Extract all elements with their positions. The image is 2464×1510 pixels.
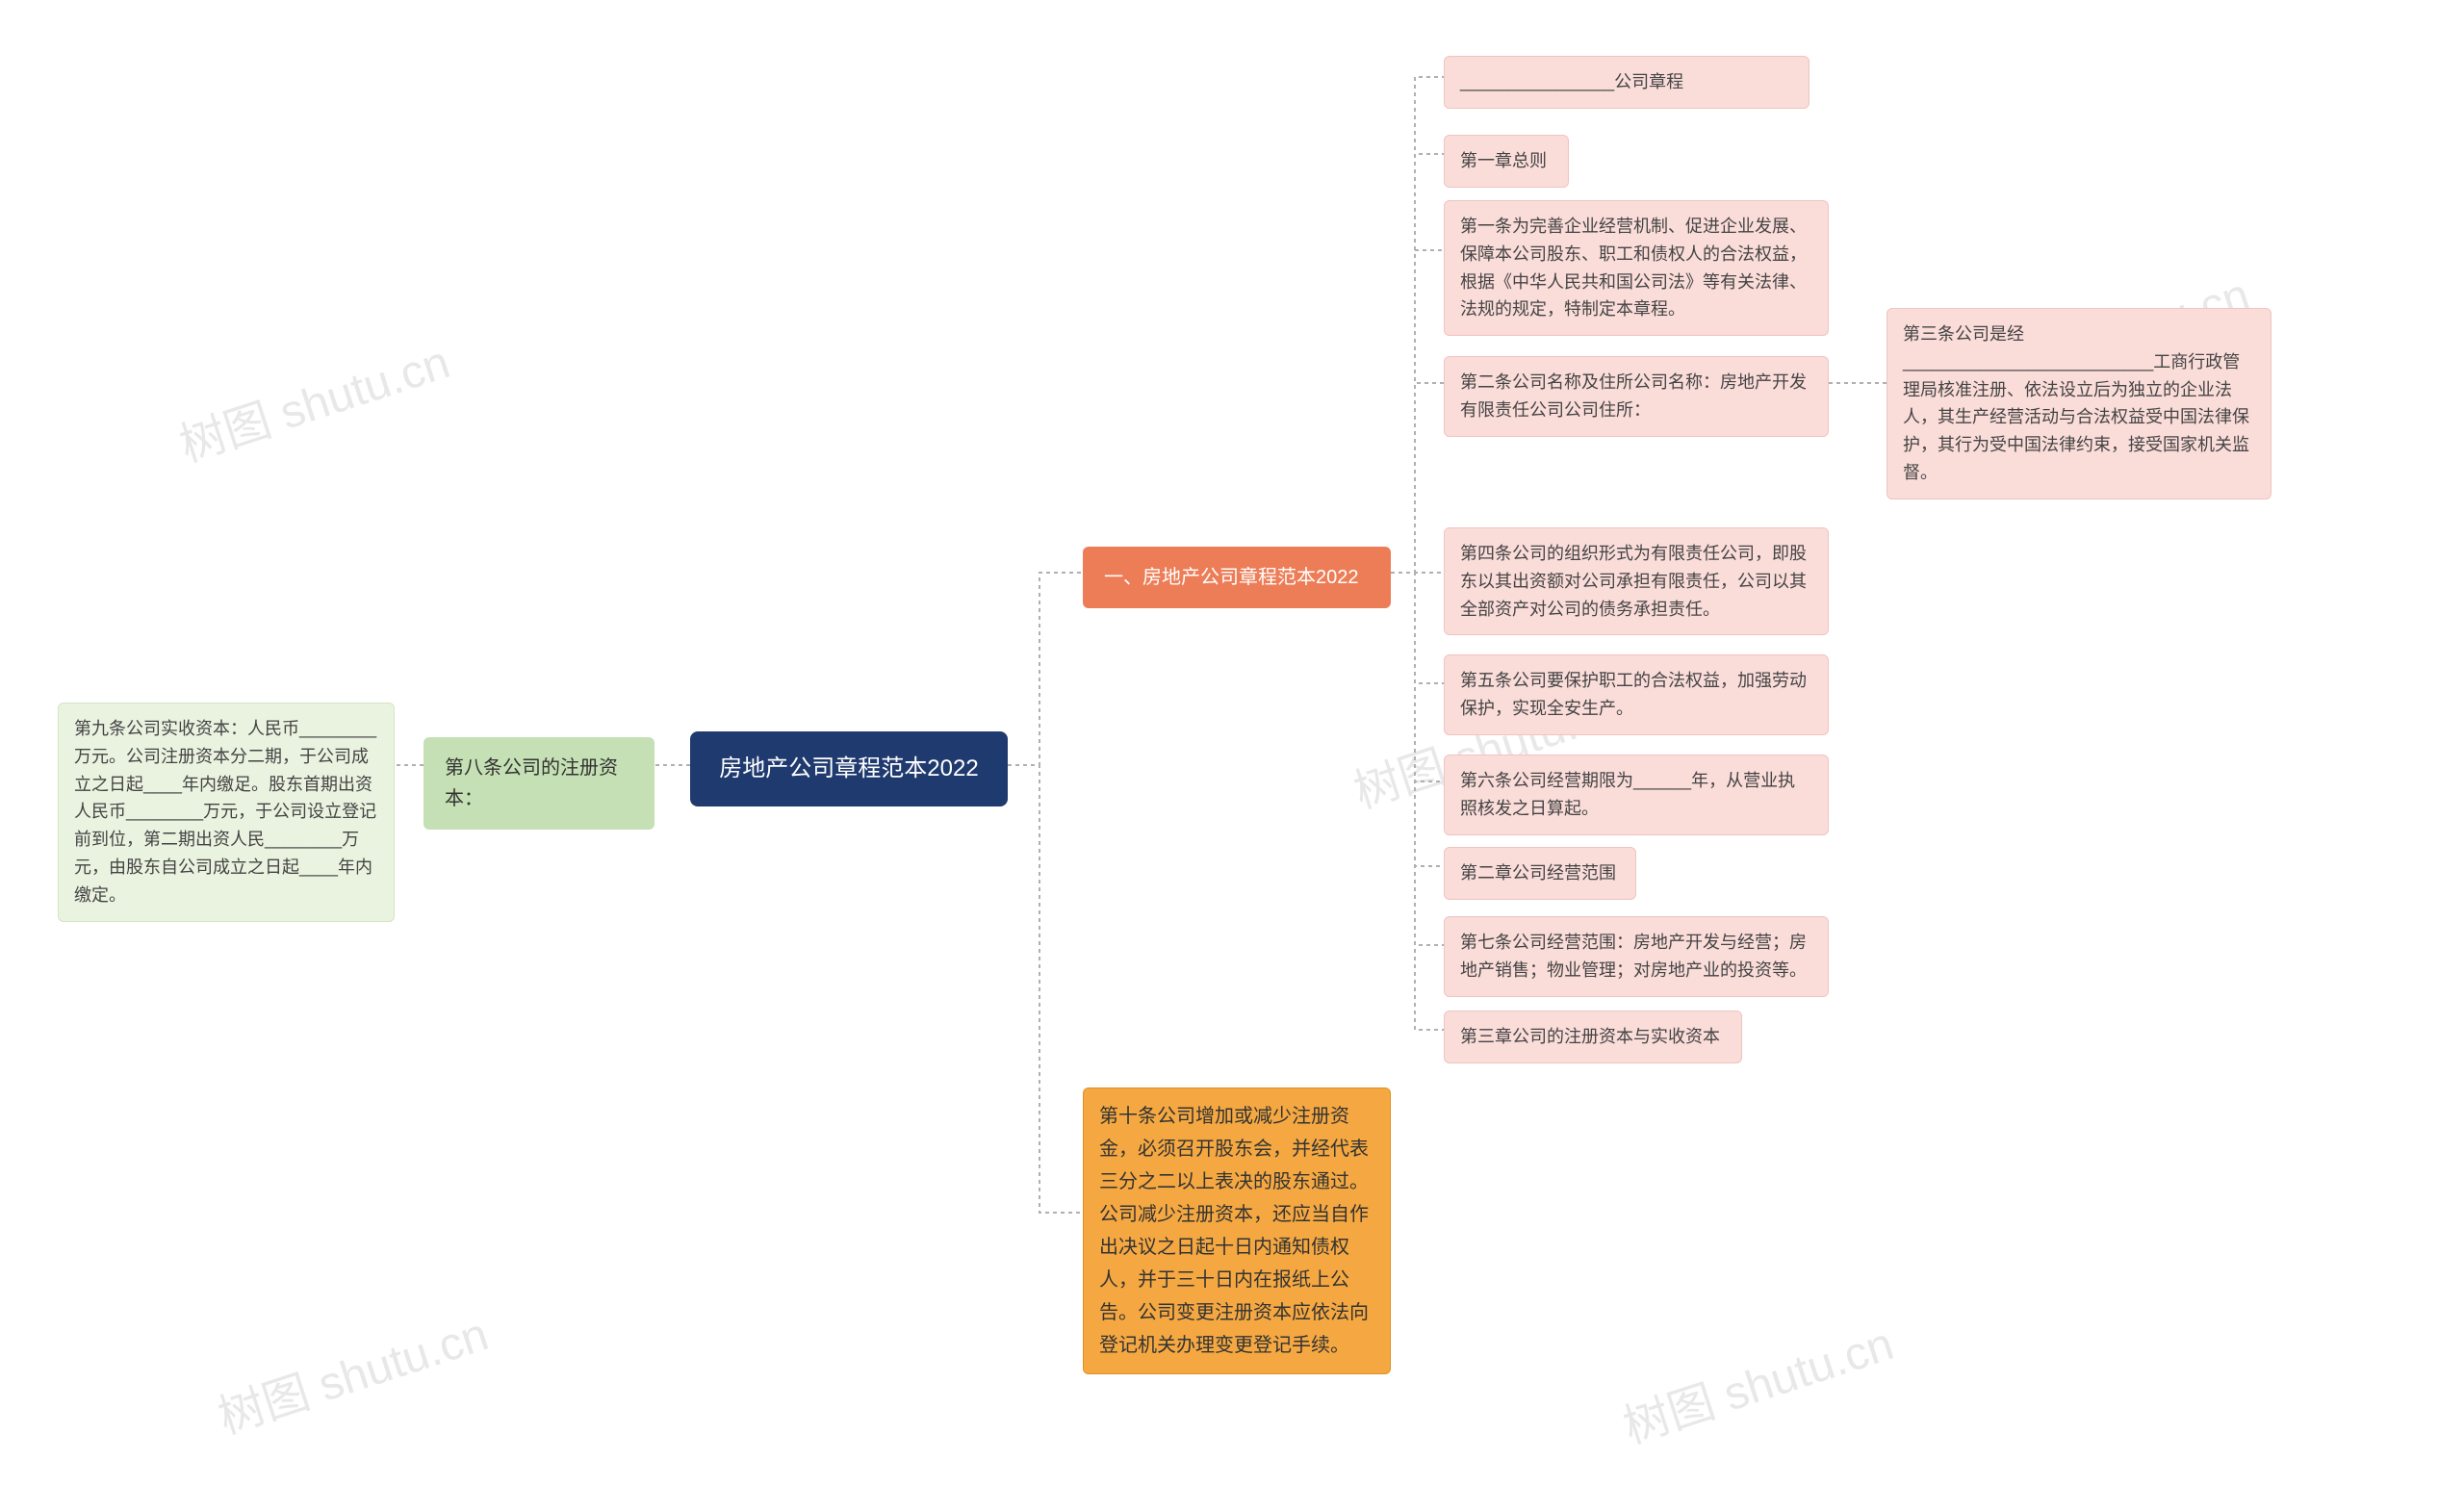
leaf-article-7: 第七条公司经营范围：房地产开发与经营；房地产销售；物业管理；对房地产业的投资等。 <box>1444 916 1829 997</box>
root-node: 房地产公司章程范本2022 <box>690 731 1008 806</box>
watermark: 树图 shutu.cn <box>169 324 456 474</box>
leaf-article-3: 第三条公司是经__________________________工商行政管理局… <box>1886 308 2272 499</box>
leaf-article-6: 第六条公司经营期限为______年，从营业执照核发之日算起。 <box>1444 755 1829 835</box>
leaf-chapter-2: 第二章公司经营范围 <box>1444 847 1636 900</box>
branch-article-8: 第八条公司的注册资本： <box>424 737 654 830</box>
leaf-article-1: 第一条为完善企业经营机制、促进企业发展、保障本公司股东、职工和债权人的合法权益，… <box>1444 200 1829 336</box>
leaf-article-4: 第四条公司的组织形式为有限责任公司，即股东以其出资额对公司承担有限责任，公司以其… <box>1444 527 1829 635</box>
leaf-company-charter: ________________公司章程 <box>1444 56 1810 109</box>
watermark: 树图 shutu.cn <box>208 1296 495 1446</box>
leaf-article-10: 第十条公司增加或减少注册资金，必须召开股东会，并经代表三分之二以上表决的股东通过… <box>1083 1088 1391 1374</box>
leaf-article-2: 第二条公司名称及住所公司名称：房地产开发有限责任公司公司住所： <box>1444 356 1829 437</box>
leaf-chapter-3: 第三章公司的注册资本与实收资本 <box>1444 1011 1742 1063</box>
branch-section-1: 一、房地产公司章程范本2022 <box>1083 547 1391 608</box>
watermark: 树图 shutu.cn <box>1613 1306 1900 1456</box>
leaf-chapter-1: 第一章总则 <box>1444 135 1569 188</box>
leaf-article-5: 第五条公司要保护职工的合法权益，加强劳动保护，实现全安生产。 <box>1444 654 1829 735</box>
leaf-article-9: 第九条公司实收资本：人民币________万元。公司注册资本分二期，于公司成立之… <box>58 703 395 922</box>
